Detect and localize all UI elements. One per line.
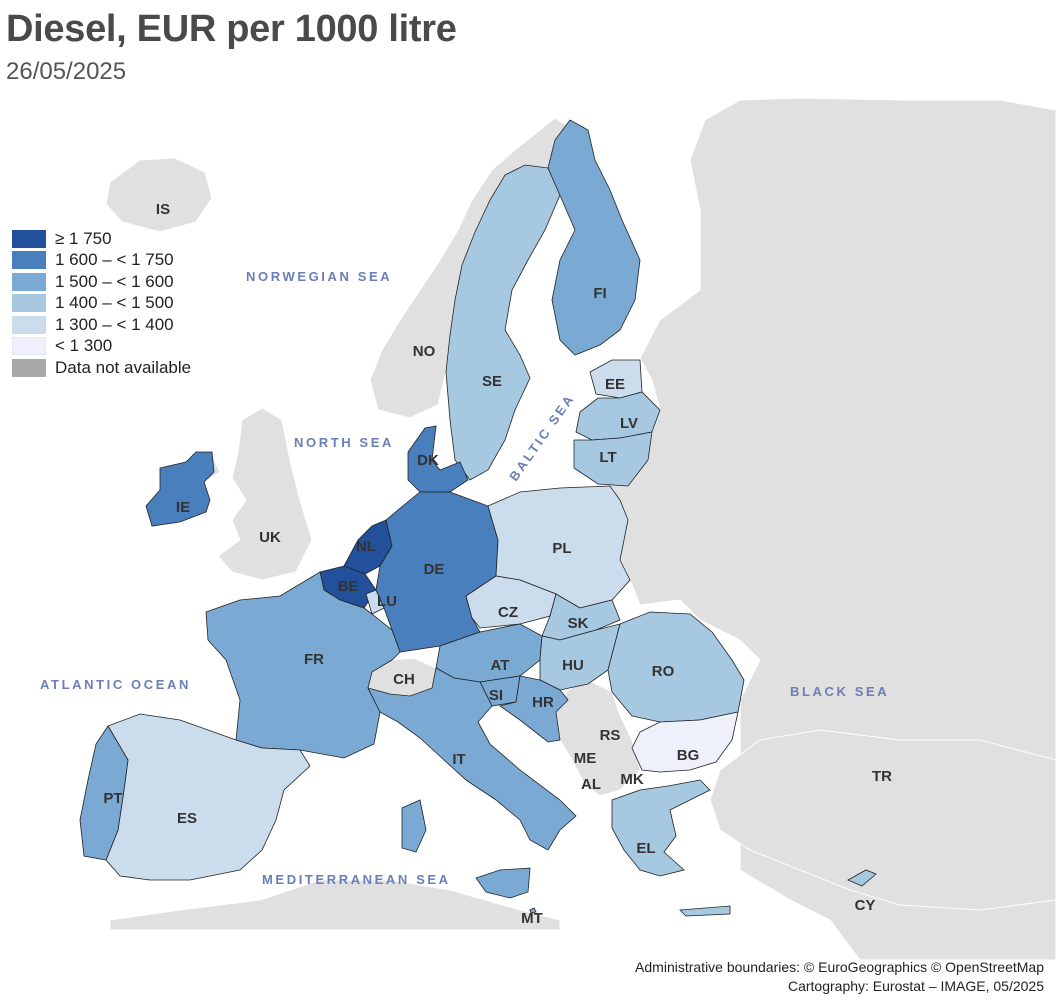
country-de <box>375 491 499 653</box>
label-at: AT <box>491 657 510 674</box>
legend-swatch <box>12 358 46 377</box>
sea-label-atlantic: ATLANTIC OCEAN <box>40 677 191 692</box>
label-lt: LT <box>599 449 616 466</box>
legend-label: Data not available <box>55 357 192 377</box>
legend-swatch <box>12 294 46 313</box>
country-se <box>445 164 561 481</box>
country-mt <box>529 907 537 914</box>
legend-label: < 1 300 <box>55 336 113 356</box>
label-el: EL <box>636 840 655 857</box>
sea-label-north: NORTH SEA <box>294 435 394 450</box>
credits-boundaries: Administrative boundaries: © EuroGeograp… <box>635 959 1044 975</box>
legend-swatch <box>12 272 46 291</box>
legend-label: ≥ 1 750 <box>55 228 112 248</box>
country-it <box>367 667 577 851</box>
label-dk: DK <box>417 452 439 469</box>
legend-label: 1 600 – < 1 750 <box>55 250 174 270</box>
label-nl: NL <box>356 538 376 555</box>
country-it-sardinia <box>401 799 427 853</box>
label-fr: FR <box>304 651 324 668</box>
legend-item-1: ≥ 1 750 <box>12 228 191 250</box>
label-es: ES <box>177 810 197 827</box>
label-it: IT <box>452 751 465 768</box>
label-uk: UK <box>259 529 281 546</box>
label-ro: RO <box>652 663 675 680</box>
label-pt: PT <box>103 790 122 807</box>
country-el <box>611 779 711 877</box>
label-si: SI <box>489 687 503 704</box>
country-hr <box>499 675 569 743</box>
legend-item-4: 1 400 – < 1 500 <box>12 293 191 315</box>
credits: Administrative boundaries: © EuroGeograp… <box>635 958 1044 996</box>
label-sk: SK <box>568 615 589 632</box>
map-date: 26/05/2025 <box>6 58 127 85</box>
label-cy: CY <box>855 897 876 914</box>
label-fi: FI <box>593 285 606 302</box>
label-ch: CH <box>393 671 415 688</box>
legend-item-3: 1 500 – < 1 600 <box>12 271 191 293</box>
label-hu: HU <box>562 657 584 674</box>
label-al: AL <box>581 776 601 793</box>
country-dk <box>407 425 469 493</box>
label-cz: CZ <box>498 604 518 621</box>
data-countries <box>79 119 877 917</box>
country-el-crete <box>679 905 731 917</box>
label-ee: EE <box>605 376 625 393</box>
legend: ≥ 1 750 1 600 – < 1 750 1 500 – < 1 600 … <box>12 228 191 379</box>
sea-label-black: BLACK SEA <box>790 684 889 699</box>
country-it-sicily <box>475 867 531 899</box>
label-mk: MK <box>620 771 643 788</box>
country-fi <box>547 119 641 356</box>
legend-item-7: Data not available <box>12 357 191 379</box>
legend-swatch <box>12 251 46 270</box>
legend-swatch <box>12 337 46 356</box>
legend-item-2: 1 600 – < 1 750 <box>12 250 191 272</box>
label-lu: LU <box>377 593 397 610</box>
country-labels: IS NO SE FI EE LV LT DK IE UK NL BE LU D… <box>103 201 892 927</box>
label-rs: RS <box>600 727 621 744</box>
non-data-land <box>105 97 1056 961</box>
country-cy <box>847 869 877 887</box>
country-ie <box>145 451 215 527</box>
country-pt <box>79 725 129 861</box>
map-title: Diesel, EUR per 1000 litre <box>6 8 457 50</box>
label-no: NO <box>413 343 436 360</box>
sea-label-mediterranean: MEDITERRANEAN SEA <box>262 872 451 887</box>
label-hr: HR <box>532 694 554 711</box>
label-tr: TR <box>872 768 892 785</box>
legend-label: 1 300 – < 1 400 <box>55 314 174 334</box>
label-is: IS <box>156 201 170 218</box>
country-lv <box>575 391 661 441</box>
country-fr <box>205 571 401 759</box>
label-se: SE <box>482 373 502 390</box>
label-lv: LV <box>620 415 638 432</box>
label-ie: IE <box>176 499 190 516</box>
legend-label: 1 400 – < 1 500 <box>55 293 174 313</box>
legend-swatch <box>12 315 46 334</box>
legend-item-6: < 1 300 <box>12 336 191 358</box>
country-lt <box>573 431 653 487</box>
label-pl: PL <box>552 540 571 557</box>
legend-item-5: 1 300 – < 1 400 <box>12 314 191 336</box>
label-de: DE <box>424 561 445 578</box>
label-be: BE <box>338 578 359 595</box>
legend-swatch <box>12 229 46 248</box>
legend-label: 1 500 – < 1 600 <box>55 271 174 291</box>
country-bg <box>631 711 739 773</box>
sea-label-norwegian: NORWEGIAN SEA <box>246 269 392 284</box>
label-me: ME <box>574 750 597 767</box>
credits-cartography: Cartography: Eurostat – IMAGE, 05/2025 <box>787 978 1044 994</box>
label-bg: BG <box>677 747 700 764</box>
label-mt: MT <box>521 910 543 927</box>
